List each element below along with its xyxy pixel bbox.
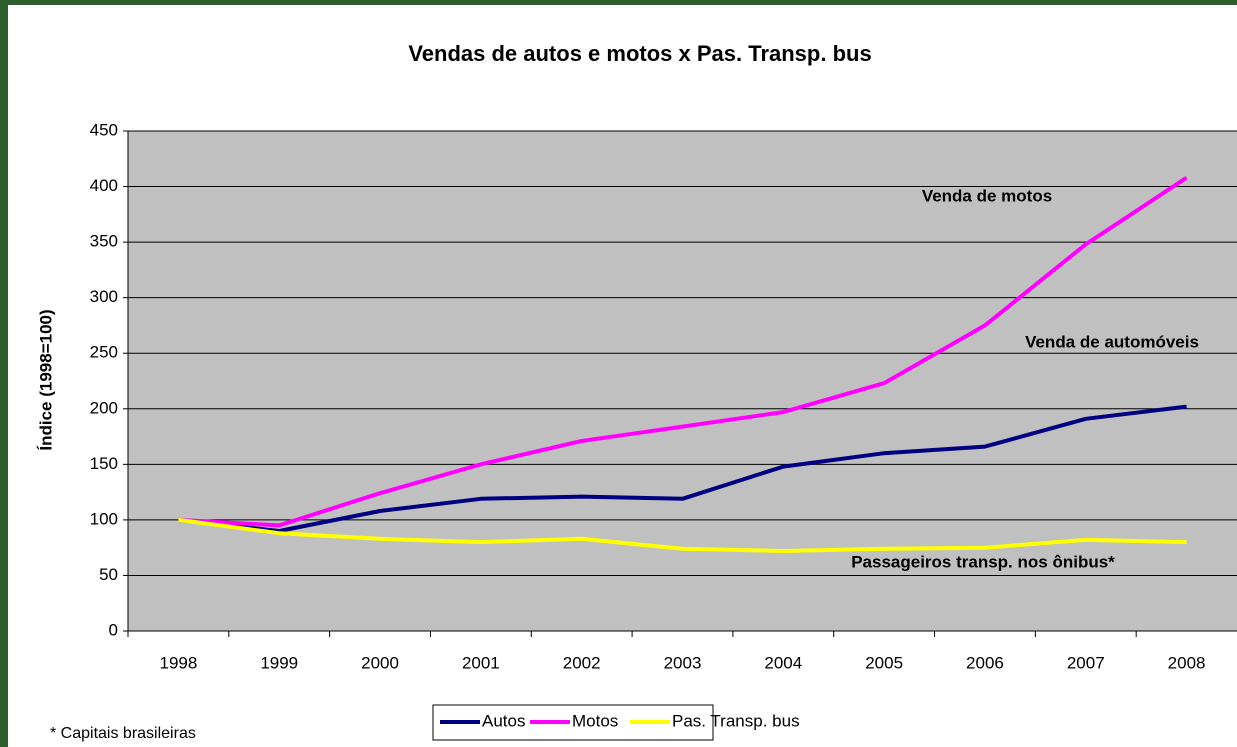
x-tick-label: 2000: [361, 653, 399, 672]
x-tick-label: 1999: [260, 653, 298, 672]
y-tick-label: 300: [90, 287, 118, 306]
x-tick-label: 2006: [966, 653, 1004, 672]
x-tick-label: 2004: [764, 653, 802, 672]
y-axis-label: Índice (1998=100): [36, 309, 55, 450]
annotation: Venda de automóveis: [1025, 332, 1199, 351]
x-tick-label: 1998: [159, 653, 197, 672]
x-tick-label: 2003: [664, 653, 702, 672]
legend-label: Autos: [482, 711, 525, 730]
y-tick-label: 0: [109, 620, 118, 639]
y-tick-label: 100: [90, 509, 118, 528]
series-line: [178, 404, 1187, 533]
annotation: Venda de motos: [922, 186, 1052, 205]
series-line: [178, 517, 1187, 553]
y-tick-label: 350: [90, 232, 118, 251]
x-tick-label: 2005: [865, 653, 903, 672]
series-line: [178, 176, 1188, 528]
y-tick-label: 150: [90, 454, 118, 473]
chart-title: Vendas de autos e motos x Pas. Transp. b…: [408, 41, 871, 66]
x-tick-label: 2008: [1168, 653, 1206, 672]
frame-top: [0, 0, 1237, 5]
y-tick-label: 50: [99, 565, 118, 584]
legend-label: Motos: [572, 711, 618, 730]
annotation: Passageiros transp. nos ônibus*: [851, 552, 1115, 571]
frame-left: [0, 0, 8, 747]
y-tick-label: 400: [90, 176, 118, 195]
x-tick-label: 2001: [462, 653, 500, 672]
y-tick-label: 250: [90, 343, 118, 362]
y-tick-label: 200: [90, 398, 118, 417]
x-tick-label: 2002: [563, 653, 601, 672]
x-tick-label: 2007: [1067, 653, 1105, 672]
legend-label: Pas. Transp. bus: [672, 711, 800, 730]
footnote: * Capitais brasileiras: [50, 725, 196, 742]
y-tick-label: 450: [90, 120, 118, 139]
